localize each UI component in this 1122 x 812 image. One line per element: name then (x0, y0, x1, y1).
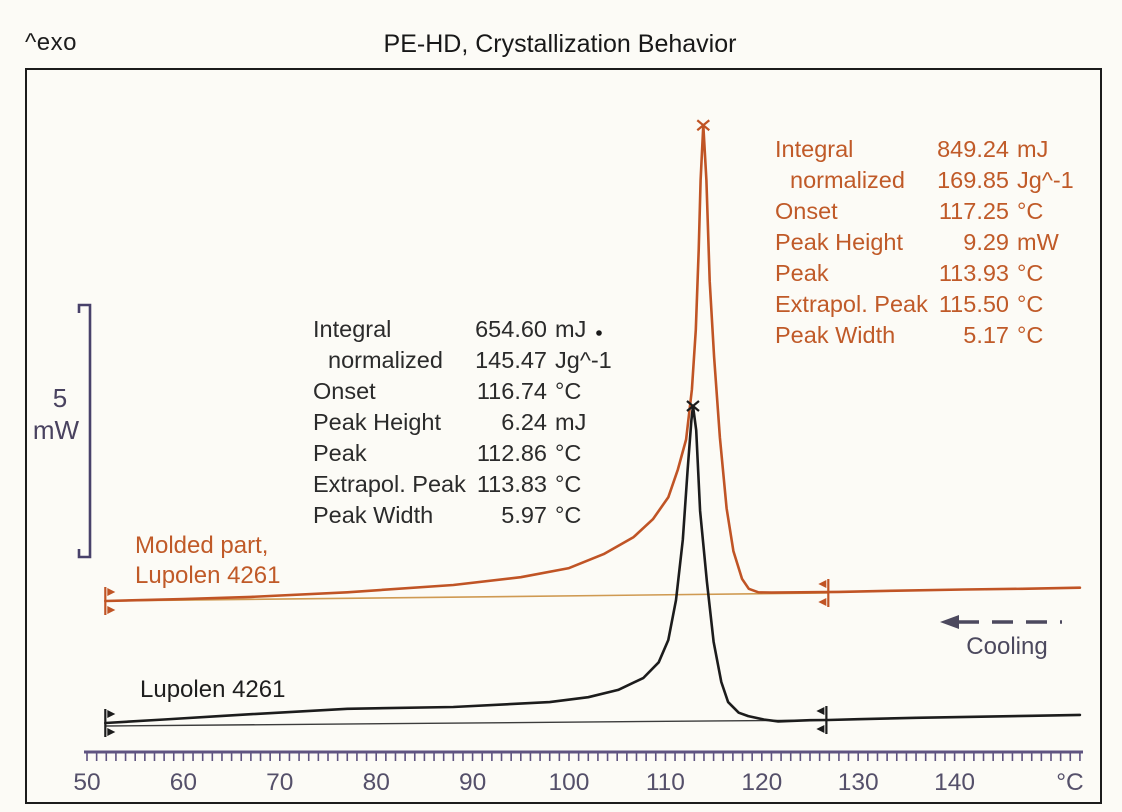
result-row: Extrapol. Peak 113.83 °C (313, 469, 612, 500)
result-value: 5.17 (963, 322, 1009, 348)
result-unit: °C (1017, 291, 1044, 317)
result-label: normalized (790, 167, 905, 193)
result-value: 5.97 (501, 502, 547, 528)
result-unit: mW (1017, 229, 1059, 255)
result-row: Peak Width 5.17 °C (775, 320, 1074, 351)
x-tick-label: 90 (459, 769, 486, 796)
x-tick-label: 120 (741, 769, 782, 796)
result-label: Peak Height (313, 409, 442, 435)
x-tick-label: 60 (170, 769, 197, 796)
result-row: Peak Height 6.24 mJ (313, 407, 612, 438)
result-label: Peak (775, 260, 829, 286)
peak-marker-lupolen (686, 400, 700, 412)
result-unit: °C (555, 471, 582, 497)
annotation-block-molded-part: Integral 849.24 mJ normalized 169.85 Jg^-1 Ons… (775, 134, 1074, 351)
y-scale-unit: mW (32, 415, 80, 445)
x-axis-unit: °C (1056, 769, 1084, 796)
result-unit: °C (1017, 198, 1044, 224)
ink-speck (596, 330, 602, 336)
result-label: Integral (775, 136, 854, 162)
curve-label-molded-line2: Lupolen 4261 (135, 562, 281, 589)
curve-label-lupolen: Lupolen 4261 (140, 676, 286, 703)
result-label: Onset (313, 378, 376, 404)
chart-title: PE-HD, Crystallization Behavior (383, 30, 737, 58)
result-label: normalized (328, 347, 443, 373)
result-value: 116.74 (476, 378, 547, 404)
result-value: 113.83 (476, 471, 547, 497)
curve-molded-part (104, 123, 1082, 603)
exo-axis-label: ^exo (25, 29, 77, 56)
peak-marker-molded (696, 119, 710, 132)
result-value: 112.86 (476, 440, 547, 466)
result-row: Onset 117.25 °C (775, 196, 1074, 227)
result-value: 117.25 (938, 198, 1009, 224)
result-value: 169.85 (937, 167, 1009, 193)
result-value: 113.93 (938, 260, 1009, 286)
curve-label-molded-line1: Molded part, (135, 532, 269, 559)
result-unit: mJ (555, 316, 587, 342)
y-scale-bracket (77, 303, 92, 559)
result-row: Peak Width 5.97 °C (313, 500, 612, 531)
result-label: Onset (775, 198, 838, 224)
x-tick-label: 50 (73, 769, 100, 796)
result-unit: mJ (555, 409, 587, 435)
result-row: Peak 113.93 °C (775, 258, 1074, 289)
result-label: Peak (313, 440, 367, 466)
y-scale-value: 5 (52, 383, 68, 413)
result-unit: °C (555, 378, 582, 404)
result-unit: °C (1017, 322, 1044, 348)
result-row: Peak 112.86 °C (313, 438, 612, 469)
result-row: Peak Height 9.29 mW (775, 227, 1074, 258)
x-tick-label: 140 (934, 769, 975, 796)
baseline-reference (105, 719, 827, 727)
limit-right-lupolen (816, 706, 828, 735)
result-unit: °C (1017, 260, 1044, 286)
x-tick-label: 130 (838, 769, 879, 796)
result-unit: °C (555, 502, 582, 528)
curve-label-molded-part: Molded part, Lupolen 4261 (135, 531, 280, 591)
result-label: Peak Height (775, 229, 904, 255)
limit-right-molded (818, 578, 830, 607)
result-row: Integral 654.60 mJ (313, 314, 612, 345)
result-value: 654.60 (475, 316, 547, 342)
result-label: Extrapol. Peak (313, 471, 466, 497)
curve-lupolen (104, 404, 1082, 725)
result-label: Integral (313, 316, 392, 342)
result-value: 849.24 (937, 136, 1009, 162)
x-tick-label: 70 (266, 769, 293, 796)
result-value: 9.29 (963, 229, 1009, 255)
result-row: Extrapol. Peak 115.50 °C (775, 289, 1074, 320)
result-value: 6.24 (501, 409, 547, 435)
result-value: 145.47 (475, 347, 547, 373)
x-tick-label: 100 (549, 769, 590, 796)
limit-left-molded (104, 587, 116, 615)
x-axis: 50 60 70 80 90 100 110 120 130 140 °C (73, 750, 1084, 796)
result-unit: °C (555, 440, 582, 466)
x-tick-label: 80 (363, 769, 390, 796)
result-label: Extrapol. Peak (775, 291, 928, 317)
result-value: 115.50 (938, 291, 1009, 317)
result-unit: mJ (1017, 136, 1049, 162)
result-row: normalized 145.47 Jg^-1 (313, 345, 612, 376)
cooling-direction-label: Cooling (966, 633, 1048, 660)
result-row: normalized 169.85 Jg^-1 (775, 165, 1074, 196)
limit-left-lupolen (104, 709, 116, 737)
result-row: Integral 849.24 mJ (775, 134, 1074, 165)
cooling-arrow (940, 615, 1062, 629)
result-label: Peak Width (775, 322, 896, 348)
x-tick-label: 110 (646, 769, 685, 796)
result-label: Peak Width (313, 502, 434, 528)
plot-frame (25, 68, 1102, 804)
result-row: Onset 116.74 °C (313, 376, 612, 407)
result-unit: Jg^-1 (555, 347, 612, 373)
result-unit: Jg^-1 (1017, 167, 1074, 193)
annotation-block-lupolen: Integral 654.60 mJ normalized 145.47 Jg^-1 Ons… (313, 314, 612, 531)
